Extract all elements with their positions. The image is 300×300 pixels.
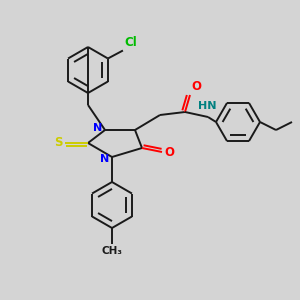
Text: S: S	[55, 136, 63, 149]
Text: O: O	[191, 80, 201, 93]
Text: O: O	[164, 146, 174, 158]
Text: HN: HN	[198, 101, 216, 111]
Text: N: N	[93, 123, 102, 133]
Text: N: N	[100, 154, 109, 164]
Text: CH₃: CH₃	[101, 246, 122, 256]
Text: Cl: Cl	[124, 35, 137, 49]
